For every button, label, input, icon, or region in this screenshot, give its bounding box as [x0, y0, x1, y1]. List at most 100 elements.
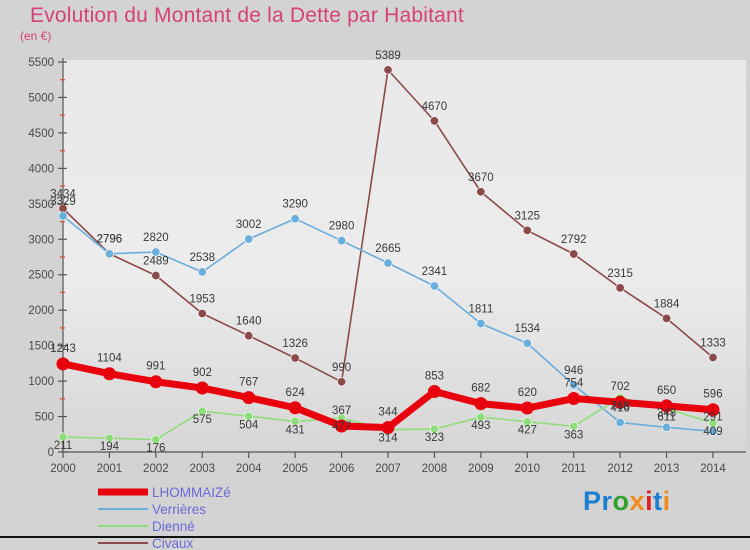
data-point	[104, 433, 114, 443]
y-axis-tick-label: 4000	[28, 163, 54, 175]
data-point	[244, 234, 254, 244]
data-point-label: 575	[193, 414, 212, 426]
data-point	[474, 397, 488, 411]
data-point-label: 2315	[607, 268, 633, 280]
data-point-label: 4670	[422, 101, 448, 113]
legend-label-1[interactable]: Verrières	[152, 502, 206, 517]
data-point-label: 314	[378, 433, 398, 445]
x-axis-tick-label: 2009	[468, 463, 494, 475]
data-point	[244, 411, 254, 421]
data-point	[662, 313, 672, 323]
data-point-label: 344	[378, 407, 398, 419]
x-axis-tick-label: 2004	[236, 463, 262, 475]
legend-label-3[interactable]: Civaux	[152, 536, 194, 550]
y-axis-tick-label: 0	[48, 447, 54, 459]
data-point	[381, 421, 395, 435]
data-point-label: 2796	[97, 234, 123, 246]
data-point	[706, 403, 720, 417]
data-point-label: 1884	[654, 298, 680, 310]
x-axis-tick-label: 2006	[329, 463, 355, 475]
data-point-label: 596	[703, 389, 722, 401]
y-axis-tick-label: 5000	[28, 92, 54, 104]
data-point	[288, 401, 302, 415]
y-axis-tick-label: 1500	[28, 341, 54, 353]
data-point-label: 427	[518, 425, 537, 437]
data-point	[197, 406, 207, 416]
data-point-label: 348	[657, 407, 676, 419]
axes: 0 500 1000 1500 2000 2500 3000 3500 4000 4500 5000…	[28, 57, 746, 475]
data-point-label: 2665	[375, 243, 401, 255]
data-point-label: 650	[657, 385, 676, 397]
data-point	[708, 418, 718, 428]
data-point	[102, 367, 116, 381]
data-point	[522, 338, 532, 348]
data-point-label: 3670	[468, 172, 494, 184]
data-point	[662, 422, 672, 432]
data-point	[429, 116, 439, 126]
data-point-label: 493	[471, 420, 490, 432]
data-point-label: 3125	[514, 210, 540, 222]
legend-label-2[interactable]: Dienné	[152, 519, 195, 534]
data-point-label: 1104	[97, 353, 122, 365]
data-point-label: 767	[239, 377, 258, 389]
data-point-label: 991	[146, 361, 165, 373]
data-point-label: 416	[611, 403, 630, 415]
data-point	[151, 435, 161, 445]
x-axis-tick-label: 2013	[654, 463, 680, 475]
data-point	[337, 377, 347, 387]
x-axis-tick-label: 2010	[514, 463, 540, 475]
y-axis-tick-label: 3500	[28, 199, 54, 211]
data-point-label: 754	[564, 378, 584, 390]
data-point-label: 367	[332, 405, 351, 417]
data-point	[151, 271, 161, 281]
y-axis-tick-label: 4500	[28, 128, 54, 140]
data-point	[660, 399, 674, 413]
data-point-label: 363	[564, 429, 583, 441]
x-axis-tick-label: 2003	[189, 463, 215, 475]
data-point	[290, 353, 300, 363]
data-point	[613, 395, 627, 409]
data-point-label: 768	[611, 401, 630, 413]
data-point	[520, 401, 534, 415]
logo-letter: r	[601, 486, 613, 516]
chart-legend[interactable]: LHOMMAIZé Verrières Dienné Civaux	[98, 485, 231, 550]
data-point	[195, 381, 209, 395]
data-point	[335, 419, 349, 433]
data-point-label: 611	[657, 412, 675, 424]
y-axis-tick-label: 500	[35, 412, 54, 424]
data-point-label: 2980	[329, 221, 355, 233]
data-point	[476, 319, 486, 329]
logo-letter: t	[653, 486, 663, 516]
data-point	[708, 352, 718, 362]
y-axis-tick-label: 2000	[28, 305, 54, 317]
data-point	[567, 392, 581, 406]
data-point	[58, 211, 68, 221]
x-axis-tick-label: 2000	[50, 463, 76, 475]
data-point-label: 902	[193, 367, 212, 379]
data-point-label: 2796	[97, 234, 123, 246]
legend-label-0[interactable]: LHOMMAIZé	[152, 485, 231, 500]
logo-letter: x	[629, 486, 646, 516]
y-axis-tick-label: 5500	[28, 57, 54, 69]
data-point	[569, 421, 579, 431]
x-axis-tick-label: 2005	[282, 463, 308, 475]
x-axis-tick-label: 2014	[700, 463, 726, 475]
bottom-divider	[0, 536, 750, 538]
data-point-label: 1333	[700, 337, 726, 349]
data-point-label: 620	[518, 387, 537, 399]
data-point-label: 504	[239, 419, 259, 431]
data-point	[429, 281, 439, 291]
series-points	[56, 65, 720, 445]
data-point-label: 477	[332, 421, 351, 433]
data-labels: 3434 2796 2489 1953 1640 1326 990 5389 4670 3670 3…	[50, 50, 726, 455]
data-point	[104, 249, 114, 259]
data-point	[149, 375, 163, 389]
chart-unit-subtitle: (en €)	[20, 29, 52, 43]
data-point	[522, 225, 532, 235]
data-point-label: 2820	[143, 232, 169, 244]
data-point-label: 1953	[189, 294, 215, 306]
data-point	[58, 432, 68, 442]
proxiti-logo: Proxiti	[583, 486, 671, 517]
data-point-label: 990	[332, 362, 351, 374]
